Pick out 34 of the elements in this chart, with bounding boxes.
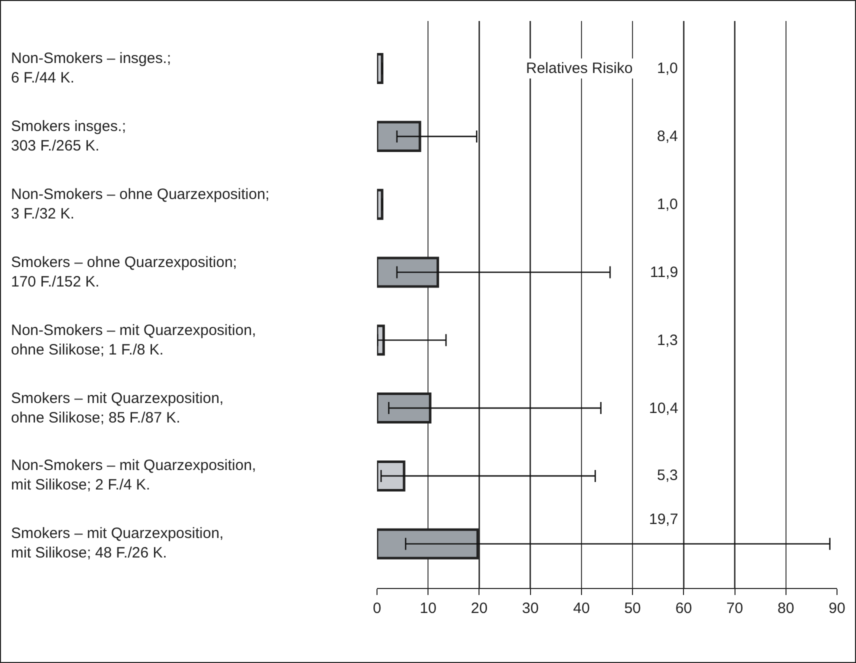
y-tick-label: Smokers insges.; 303 F./265 K.	[11, 118, 126, 154]
y-tick-label: Non-Smokers – ohne Quarzexposition; 3 F./32 K.	[11, 186, 270, 222]
data-label: 5,3	[657, 467, 678, 484]
y-tick-label: Smokers – mit Quarzexposition, mit Silikose; 48 F./26 K.	[11, 525, 224, 562]
x-tick-label: 60	[675, 600, 692, 618]
x-tick-label: 20	[470, 600, 488, 618]
bar	[377, 53, 384, 84]
x-tick-label: 0	[372, 600, 382, 618]
data-label: 10,4	[649, 400, 678, 417]
y-tick-label: Non-Smokers – mit Quarzexposition, mit Silikose; 2 F./4 K.	[11, 457, 256, 494]
y-tick-label: Smokers – ohne Quarzexposition; 170 F./152 K.	[11, 254, 237, 290]
annotation: Relatives Risiko	[526, 60, 633, 77]
x-tick-label: 10	[420, 600, 436, 618]
x-tick-label: 80	[778, 600, 794, 618]
x-tick-label: 70	[726, 600, 744, 618]
bar	[377, 256, 440, 288]
bar	[377, 528, 479, 560]
x-tick-label: 50	[624, 600, 641, 618]
x-tick-label: 40	[573, 600, 590, 618]
bar	[377, 188, 384, 220]
x-tick-label: 30	[522, 600, 539, 618]
bar	[377, 392, 432, 424]
y-tick-label: Non-Smokers – insges.; 6 F./44 K.	[11, 50, 172, 86]
y-tick-label: Non-Smokers – mit Quarzexposition, ohne Silikose; 1 F./8 K.	[11, 322, 256, 358]
y-tick-label: Smokers – mit Quarzexposition, ohne Silikose; 85 F./87 K.	[11, 390, 224, 426]
data-label: 1,0	[657, 196, 678, 213]
bar	[377, 120, 422, 152]
data-label: 8,4	[657, 128, 678, 145]
data-label: 11,9	[650, 264, 678, 281]
bar	[377, 460, 406, 492]
data-label: 19,7	[649, 511, 678, 528]
data-label: 1,0	[657, 60, 678, 77]
data-label: 1,3	[657, 332, 678, 349]
x-tick-label: 90	[828, 600, 846, 618]
